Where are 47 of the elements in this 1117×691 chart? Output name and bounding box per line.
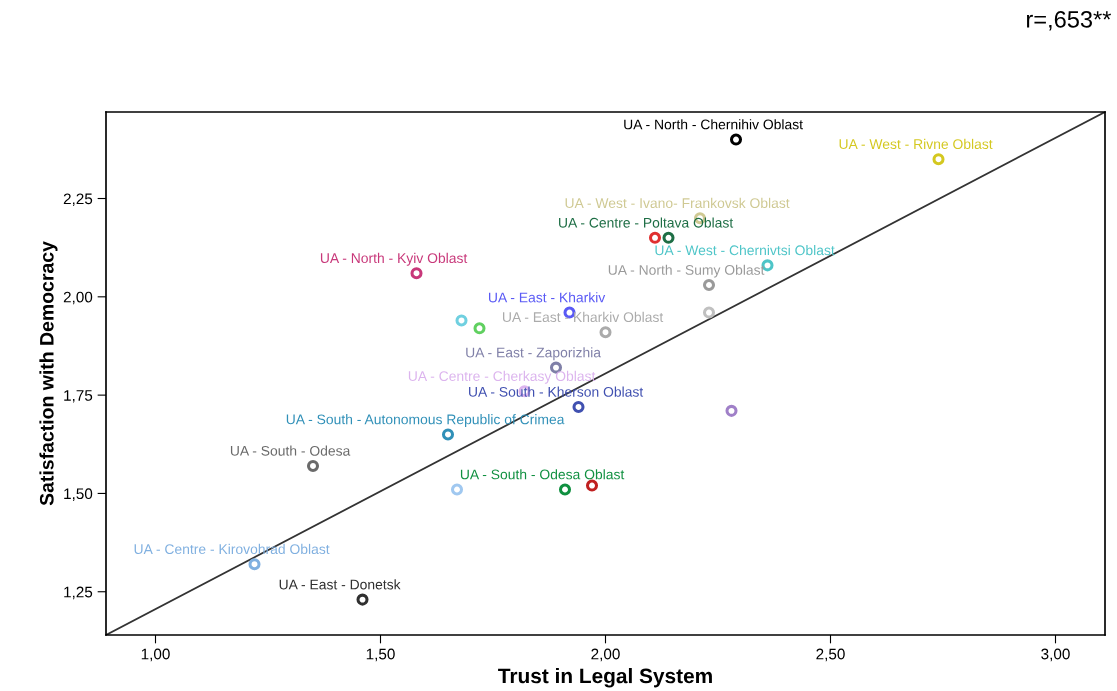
series-label: UA - North - Kyiv Oblast [320,252,468,266]
series-label: UA - West - Ivano- Frankovsk Oblast [565,197,790,209]
point [932,153,945,166]
point [356,593,369,606]
y-tick-label: 2,25 [63,193,93,206]
point [599,326,612,339]
y-tick-label: 1,50 [64,488,93,501]
y-tick-label: 2,00 [63,291,93,305]
point [662,231,675,244]
y-axis-title: Satisfaction with Democracy [39,241,58,506]
point [450,483,464,496]
point [455,314,468,327]
series-label: UA - East - Zaporizhia [466,347,602,361]
series-label: UA - North - Chernihiv Oblast [624,119,803,130]
series-label: UA - East - Kharkiv Oblast [503,311,664,323]
series-label: UA - South - Autonomous Republic of Crimea [286,414,565,428]
series-label: UA - North - Sumy Oblast [608,264,765,278]
series-label: UA - East - Donetsk [279,579,401,590]
point [306,459,320,472]
y-tick-label: 1,75 [64,390,93,403]
point [473,322,486,335]
series-label: UA - South - Odesa Oblast [460,469,625,480]
text: r=,653** [1027,10,1112,31]
point [702,278,716,292]
series-label: UA - Centre - Cherkasy Oblast [408,370,596,384]
series-label: UA - West - Chernivtsi Oblast [655,245,835,256]
point [702,306,716,319]
point [585,479,599,492]
point [441,428,455,441]
series-label: UA - Centre - Poltava Oblast [559,217,734,228]
x-tick-label: 1,00 [141,648,170,662]
point [648,231,662,244]
point [729,133,743,146]
series-label: UA - West - Rivne Oblast [839,138,993,150]
point [725,404,738,417]
x-tick-label: 3,00 [1041,648,1070,662]
x-tick-label: 2,00 [591,648,620,662]
x-tick-label: 2,50 [816,648,845,662]
point [248,558,261,571]
series-label: UA - South - Odesa [230,445,351,456]
y-tick-label: 1,25 [64,586,93,600]
point [558,483,572,496]
point [572,400,585,413]
series-label: UA - East - Kharkiv [489,292,606,303]
x-axis-title: Trust in Legal System [498,667,712,688]
x-tick-label: 1,50 [366,648,395,662]
point [410,267,423,280]
